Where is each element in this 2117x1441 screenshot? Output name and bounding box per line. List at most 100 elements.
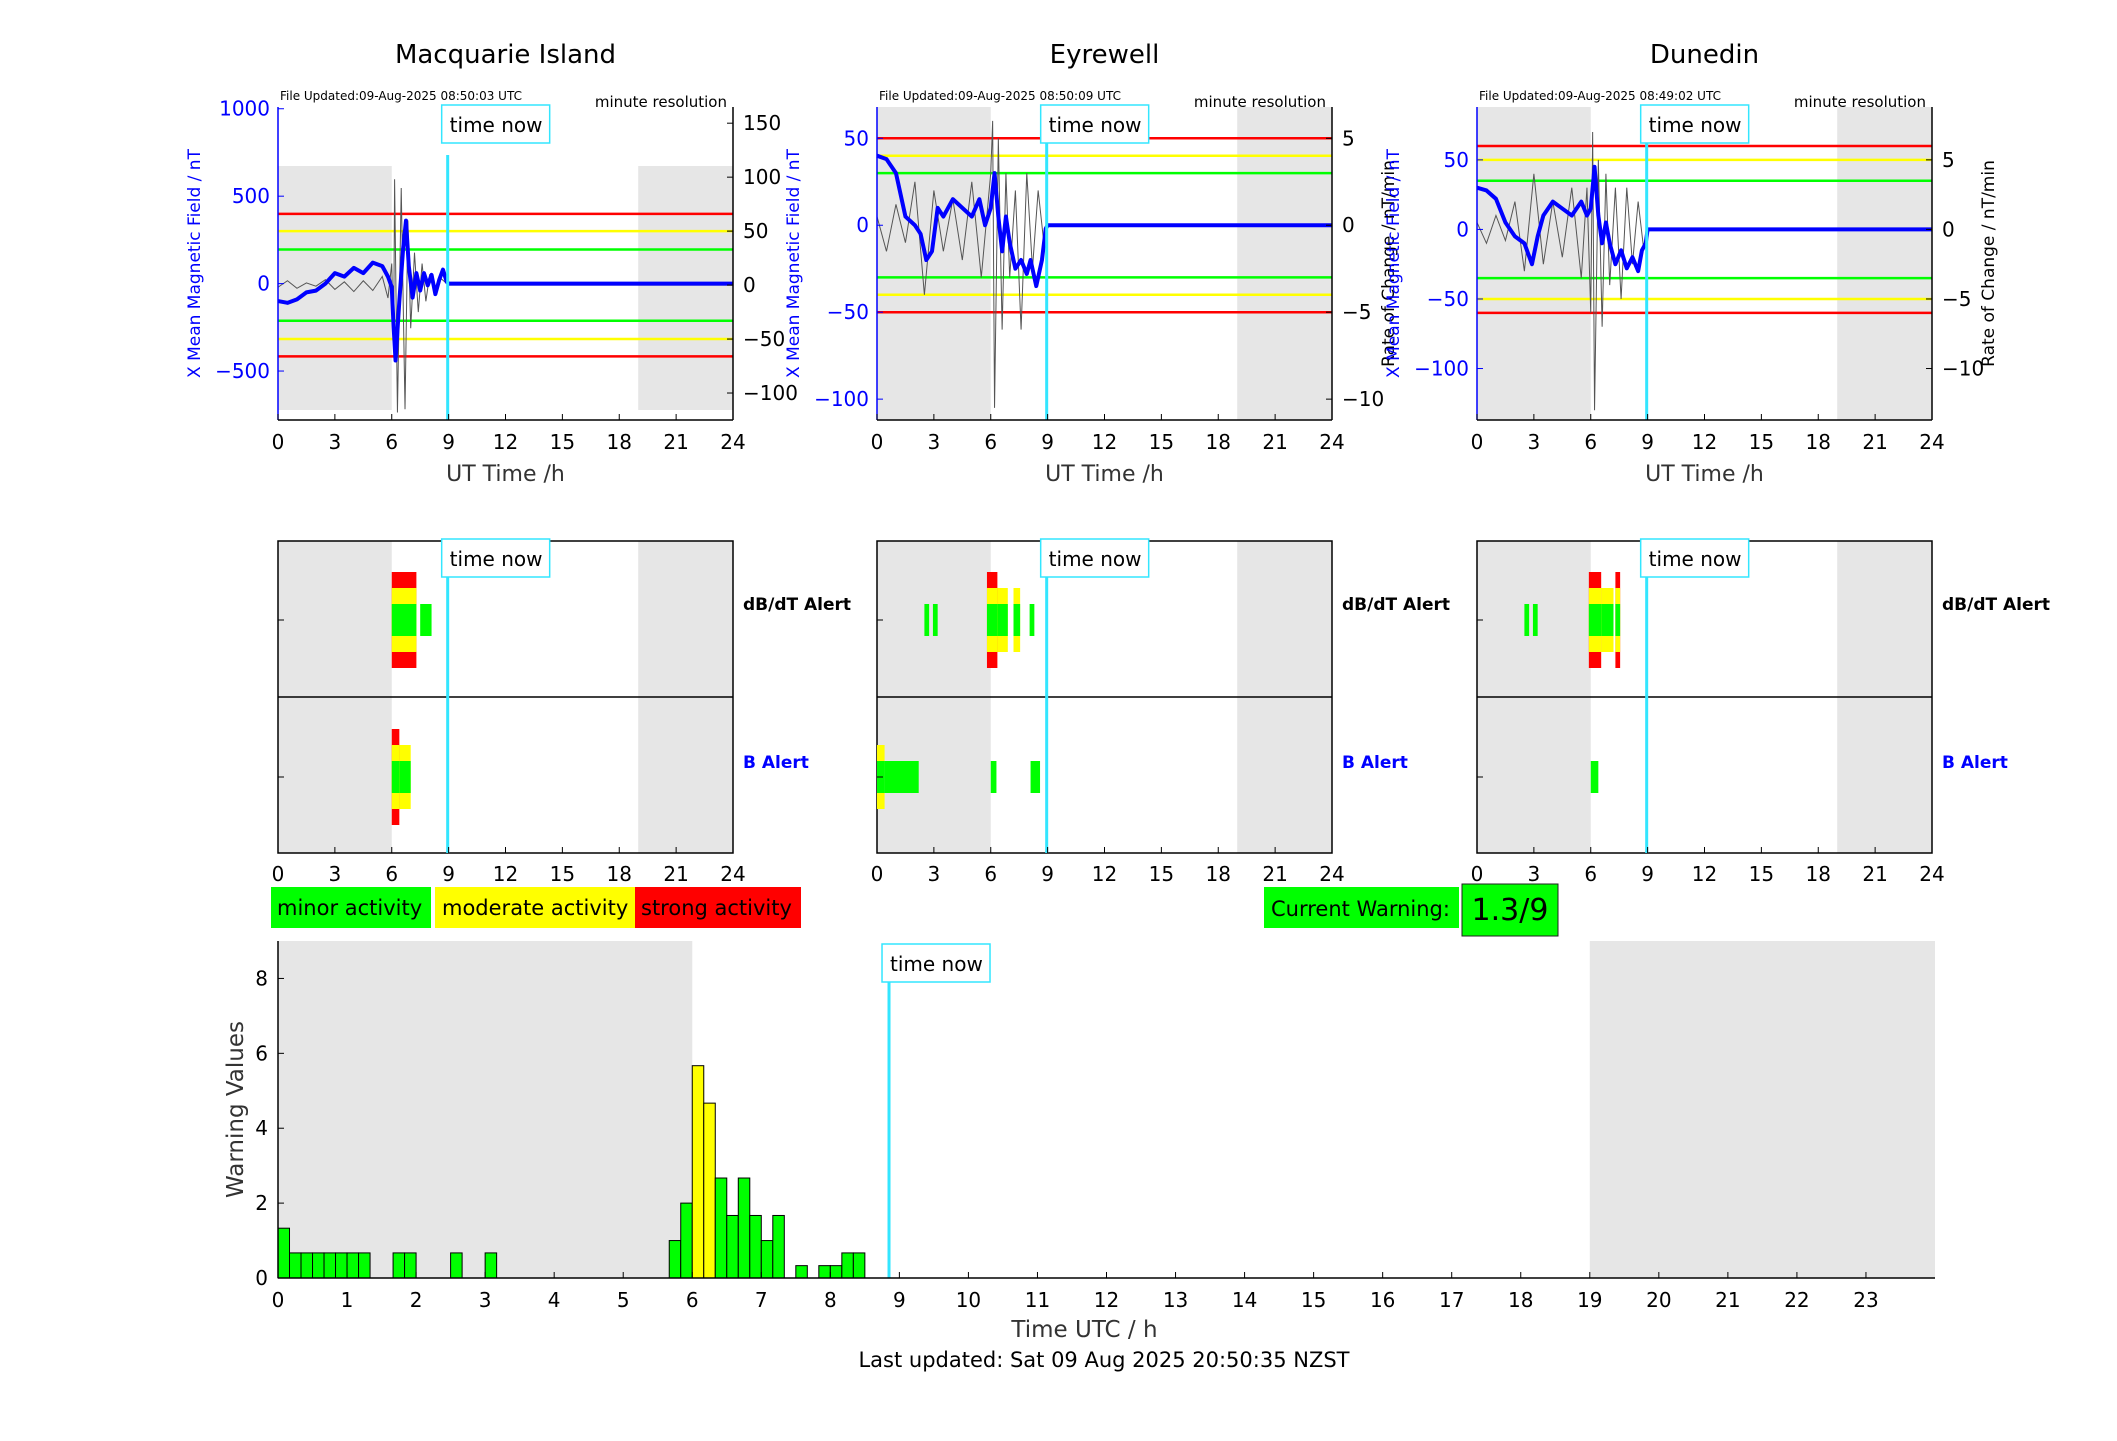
b-alert-segment-minor (884, 761, 919, 793)
alert-time-now-label: time now (1049, 547, 1142, 571)
alert-x-tick-label: 6 (1584, 862, 1597, 886)
right-y-tick-label: 0 (1942, 217, 1955, 241)
b-alert-label: B Alert (1942, 753, 2008, 773)
footer-last-updated: Last updated: Sat 09 Aug 2025 20:50:35 N… (858, 1348, 1349, 1372)
current-warning-label-bg (1264, 887, 1459, 928)
right-y-tick-label: 100 (743, 165, 781, 189)
night-shading-2 (638, 166, 733, 410)
dbdt-alert-bar-2 (1532, 604, 1538, 636)
warning-bar-5 (323, 1252, 337, 1279)
alert-x-tick-label: 9 (1041, 862, 1054, 886)
alert-time-now-box (1639, 538, 1750, 578)
dbdt-alert-segment-minor (986, 604, 998, 636)
x-tick-label: 24 (1319, 430, 1344, 454)
alert-x-tick-label: 12 (493, 862, 518, 886)
dbdt-alert-segment-minor (997, 604, 1008, 636)
b-alert-segment-minor (990, 761, 997, 793)
x-tick-label: 18 (607, 430, 632, 454)
x-tick-label: 21 (1262, 430, 1287, 454)
alert-x-tick-label: 18 (607, 862, 632, 886)
x-tick-label: 18 (1206, 430, 1231, 454)
legend-minor-swatch (271, 887, 431, 928)
x-axis-label: UT Time /h (1045, 462, 1164, 487)
warning-bar-23 (795, 1265, 808, 1279)
station-title: Macquarie Island (395, 40, 616, 70)
warning-bar-14 (680, 1202, 693, 1279)
time-now-label: time now (1049, 113, 1142, 137)
right-y-tick-label: 5 (1942, 148, 1955, 172)
warning-time-now-label: time now (890, 952, 983, 976)
time-now-label: time now (450, 113, 543, 137)
dbdt-alert-bar-3 (986, 572, 998, 668)
dbdt-alert-bar-1 (1524, 604, 1530, 636)
left-y-tick-label: 1000 (219, 97, 270, 121)
warning-x-tick-label: 17 (1439, 1288, 1464, 1312)
resolution-text: minute resolution (595, 93, 727, 111)
x-tick-label: 21 (663, 430, 688, 454)
activity-legend: minor activity moderate activity strong … (271, 887, 801, 928)
right-y-tick-label: −50 (743, 327, 785, 351)
file-updated-text: File Updated:09-Aug-2025 08:49:02 UTC (1479, 89, 1721, 103)
dbdt-alert-label: dB/dT Alert (1942, 595, 2050, 615)
x-tick-label: 9 (442, 430, 455, 454)
left-y-axis-label: X Mean Magnetic Field / nT (1384, 148, 1404, 378)
b-alert-label: B Alert (1342, 753, 1408, 773)
dbdt-alert-segment-minor (924, 604, 930, 636)
warning-bar-26 (841, 1252, 854, 1279)
station-panel-1: Macquarie Island time now 0 3 6 9 12 15 18 21 24 −5… (185, 40, 851, 886)
alert-time-now-box (1039, 538, 1150, 578)
right-y-tick-label: 5 (1342, 126, 1355, 150)
dbdt-alert-segment-minor (1013, 604, 1021, 636)
alert-time-now-label: time now (1649, 547, 1742, 571)
right-y-tick-label: −5 (1342, 300, 1371, 324)
warning-x-tick-label: 5 (617, 1288, 630, 1312)
right-y-tick-label: −100 (743, 381, 798, 405)
dbdt-alert-label: dB/dT Alert (1342, 595, 1450, 615)
current-warning-value: 1.3/9 (1472, 893, 1549, 928)
x-tick-label: 0 (871, 430, 884, 454)
warning-bar-6 (335, 1252, 348, 1279)
time-now-box (1039, 104, 1150, 144)
time-now-box (440, 104, 551, 144)
left-y-axis-label: X Mean Magnetic Field / nT (784, 148, 804, 378)
left-y-tick-label: 0 (1456, 217, 1469, 241)
legend-strong-label: strong activity (641, 896, 792, 920)
alert-x-tick-label: 6 (385, 862, 398, 886)
warning-x-tick-label: 15 (1301, 1288, 1326, 1312)
resolution-text: minute resolution (1194, 93, 1326, 111)
x-tick-label: 15 (550, 430, 575, 454)
warning-x-tick-label: 12 (1094, 1288, 1119, 1312)
night-shading-1 (877, 107, 991, 420)
dbdt-alert-segment-minor (1588, 604, 1602, 636)
right-y-tick-label: −5 (1942, 287, 1971, 311)
b-alert-segment-minor (399, 761, 411, 793)
alert-x-tick-label: 18 (1206, 862, 1231, 886)
alert-x-tick-label: 0 (272, 862, 285, 886)
x-tick-label: 6 (385, 430, 398, 454)
time-now-box (1639, 104, 1750, 144)
dbdt-alert-segment-minor (391, 604, 417, 636)
right-y-axis-label: Rate of Change / nT/min (1379, 160, 1399, 367)
dbdt-alert-segment-minor (1524, 604, 1530, 636)
x-axis-label: UT Time /h (446, 462, 565, 487)
right-y-tick-label: 50 (743, 219, 768, 243)
x-axis-label: UT Time /h (1645, 462, 1764, 487)
alert-x-tick-label: 24 (720, 862, 745, 886)
warning-x-tick-label: 0 (272, 1288, 285, 1312)
alert-x-tick-label: 15 (1749, 862, 1774, 886)
x-tick-label: 18 (1806, 430, 1831, 454)
alert-x-tick-label: 24 (1319, 862, 1344, 886)
legend-moderate-label: moderate activity (442, 896, 628, 920)
warning-bar-25 (829, 1265, 843, 1279)
x-tick-label: 0 (1471, 430, 1484, 454)
warning-x-tick-label: 7 (755, 1288, 768, 1312)
x-tick-label: 0 (272, 430, 285, 454)
x-mean-field-series (277, 218, 733, 363)
warning-x-tick-label: 23 (1853, 1288, 1878, 1312)
alert-x-tick-label: 21 (1862, 862, 1887, 886)
alert-x-tick-label: 3 (329, 862, 342, 886)
warning-x-tick-label: 21 (1715, 1288, 1740, 1312)
current-warning-value-bg (1461, 883, 1559, 937)
warning-bar-18 (726, 1214, 739, 1279)
alert-time-now-label: time now (450, 547, 543, 571)
